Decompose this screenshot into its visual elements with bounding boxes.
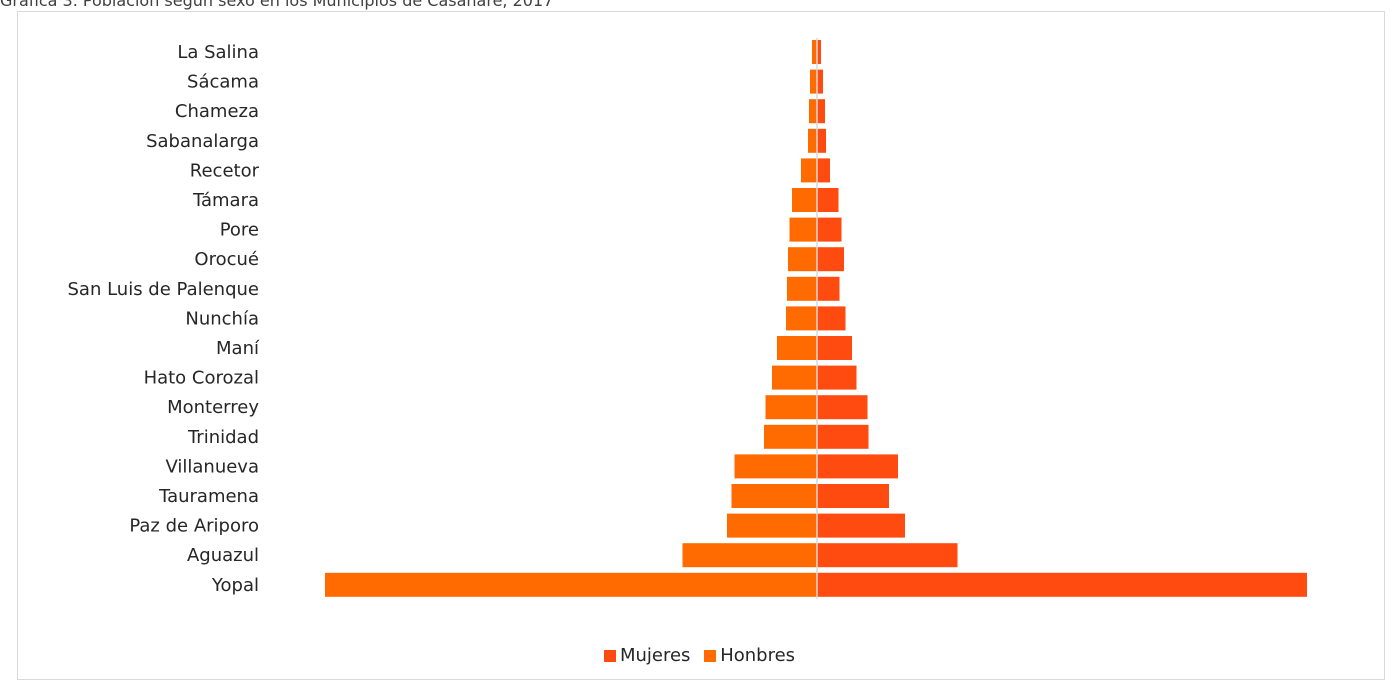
bar-mujeres-sacama bbox=[817, 69, 823, 94]
bar-mujeres-chameza bbox=[817, 99, 825, 124]
bar-mujeres-mani bbox=[817, 336, 852, 360]
bar-mujeres-tamara bbox=[817, 188, 839, 212]
bar-honbres-paz-de-ariporo bbox=[727, 513, 817, 538]
category-label-tamara: Támara bbox=[192, 190, 259, 211]
bar-mujeres-san-luis-de-palenque bbox=[817, 276, 840, 301]
bar-honbres-chameza bbox=[809, 99, 817, 124]
bar-mujeres-sabanalarga bbox=[817, 128, 826, 153]
bar-honbres-tamara bbox=[792, 188, 817, 212]
category-label-sacama: Sácama bbox=[187, 72, 259, 93]
category-label-la-salina: La Salina bbox=[177, 42, 259, 63]
category-label-orocue: Orocué bbox=[194, 249, 259, 270]
category-label-aguazul: Aguazul bbox=[187, 545, 259, 566]
bar-honbres-nunchia bbox=[786, 306, 817, 331]
bar-mujeres-la-salina bbox=[817, 40, 821, 64]
bar-honbres-yopal bbox=[325, 572, 817, 597]
bar-honbres-recetor bbox=[801, 158, 817, 183]
category-label-sabanalarga: Sabanalarga bbox=[146, 131, 259, 152]
bar-honbres-sacama bbox=[810, 69, 817, 94]
chart-caption: Gráfica 3. Población según sexo en los M… bbox=[0, 0, 554, 10]
bar-honbres-mani bbox=[777, 336, 817, 360]
bar-honbres-pore bbox=[789, 217, 817, 242]
category-label-trinidad: Trinidad bbox=[187, 427, 259, 448]
legend-swatch-mujeres bbox=[603, 649, 616, 662]
bar-honbres-la-salina bbox=[812, 40, 817, 64]
legend-label-hombres: Honbres bbox=[720, 645, 796, 666]
category-label-nunchia: Nunchía bbox=[185, 308, 259, 329]
bar-mujeres-trinidad bbox=[817, 424, 869, 449]
legend-item-hombres: Honbres bbox=[704, 645, 795, 666]
bar-honbres-tauramena bbox=[731, 484, 817, 508]
bar-honbres-hato-corozal bbox=[772, 365, 817, 390]
legend-item-mujeres: Mujeres bbox=[603, 645, 691, 666]
bar-mujeres-yopal bbox=[817, 572, 1307, 597]
bar-honbres-sabanalarga bbox=[808, 128, 817, 153]
bar-honbres-villanueva bbox=[734, 454, 817, 479]
category-label-monterrey: Monterrey bbox=[167, 397, 259, 418]
category-label-recetor: Recetor bbox=[190, 160, 260, 181]
bar-mujeres-villanueva bbox=[817, 454, 898, 479]
category-label-chameza: Chameza bbox=[175, 101, 259, 122]
category-label-yopal: Yopal bbox=[211, 575, 259, 596]
bar-mujeres-orocue bbox=[817, 247, 844, 272]
bar-honbres-orocue bbox=[788, 247, 817, 272]
bar-mujeres-recetor bbox=[817, 158, 830, 183]
category-label-hato-corozal: Hato Corozal bbox=[144, 368, 259, 389]
bar-mujeres-paz-de-ariporo bbox=[817, 513, 905, 538]
legend-label-mujeres: Mujeres bbox=[619, 645, 691, 666]
bar-mujeres-nunchia bbox=[817, 306, 846, 331]
bar-honbres-trinidad bbox=[764, 424, 817, 449]
category-label-villanueva: Villanueva bbox=[165, 456, 259, 477]
bar-mujeres-pore bbox=[817, 217, 842, 242]
chart-frame bbox=[17, 11, 1385, 680]
category-label-mani: Maní bbox=[216, 338, 260, 359]
bar-honbres-monterrey bbox=[765, 395, 817, 420]
bar-honbres-san-luis-de-palenque bbox=[787, 276, 817, 301]
chart-legend: Mujeres Honbres bbox=[0, 645, 1399, 667]
category-label-paz-de-ariporo: Paz de Ariporo bbox=[129, 516, 259, 537]
category-label-pore: Pore bbox=[220, 220, 259, 241]
bar-mujeres-hato-corozal bbox=[817, 365, 857, 390]
category-label-tauramena: Tauramena bbox=[158, 486, 259, 507]
bar-mujeres-aguazul bbox=[817, 543, 958, 568]
legend-swatch-hombres bbox=[704, 649, 717, 662]
bar-mujeres-tauramena bbox=[817, 484, 889, 508]
bar-honbres-aguazul bbox=[682, 543, 817, 568]
bar-mujeres-monterrey bbox=[817, 395, 868, 420]
category-label-san-luis-de-palenque: San Luis de Palenque bbox=[68, 279, 260, 300]
